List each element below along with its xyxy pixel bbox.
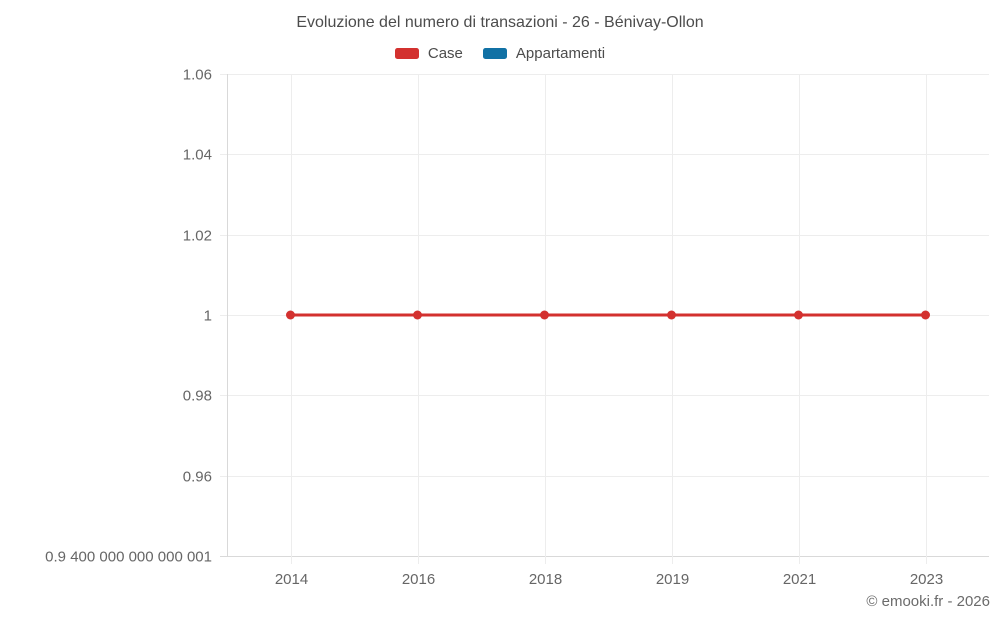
legend-item-appartamenti[interactable]: Appartamenti	[482, 45, 606, 62]
y-axis-label: 0.98	[183, 388, 212, 405]
x-axis-label: 2016	[402, 571, 435, 588]
appartamenti-series-swatch-icon	[482, 48, 507, 59]
chart-title: Evoluzione del numero di transazioni - 2…	[296, 14, 704, 31]
data-point-case[interactable]	[413, 310, 422, 320]
legend: Case Appartamenti	[0, 45, 1000, 62]
x-axis-label: 2021	[783, 571, 816, 588]
data-point-case[interactable]	[286, 310, 295, 320]
y-axis-label: 1.06	[183, 67, 212, 84]
data-point-case[interactable]	[794, 310, 803, 320]
y-axis-label: 1.02	[183, 228, 212, 245]
data-point-case[interactable]	[921, 310, 930, 320]
y-axis-label: 1.04	[183, 147, 212, 164]
y-axis-label: 0.96	[183, 469, 212, 486]
x-axis-label: 2023	[910, 571, 943, 588]
y-axis-label: 0.9 400 000 000 000 001	[45, 549, 212, 566]
x-axis-label: 2019	[656, 571, 689, 588]
data-point-case[interactable]	[667, 310, 676, 320]
x-axis-label: 2014	[275, 571, 308, 588]
legend-label-appartamenti: Appartamenti	[515, 45, 606, 62]
legend-item-case[interactable]: Case	[394, 45, 463, 62]
data-point-case[interactable]	[540, 310, 549, 320]
attribution-text: © emooki.fr - 2026	[866, 593, 990, 610]
x-axis-label: 2018	[529, 571, 562, 588]
y-axis-label: 1	[204, 308, 212, 325]
legend-label-case: Case	[427, 45, 463, 62]
case-series-swatch-icon	[394, 48, 419, 59]
